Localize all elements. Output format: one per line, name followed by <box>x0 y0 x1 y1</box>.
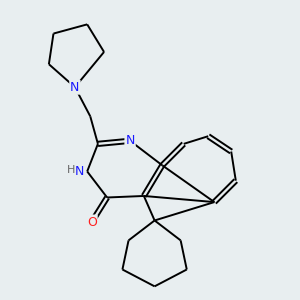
Text: N: N <box>70 81 80 94</box>
Text: O: O <box>87 215 97 229</box>
Text: N: N <box>125 134 135 147</box>
Text: H: H <box>67 165 75 175</box>
Text: N: N <box>75 165 84 178</box>
